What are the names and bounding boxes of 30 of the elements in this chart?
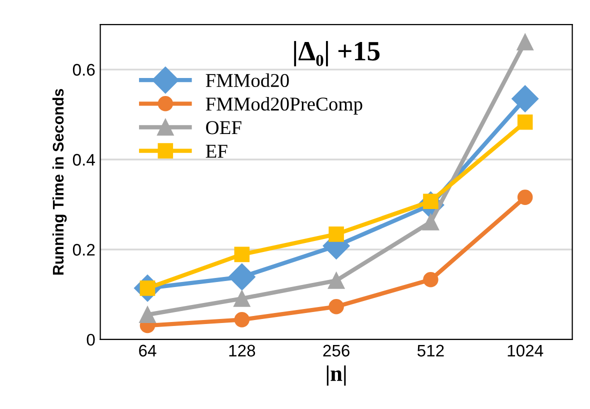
point xyxy=(139,306,156,324)
point xyxy=(228,263,256,290)
x-tick-label: 1024 xyxy=(508,344,544,357)
x-tick-label: 256 xyxy=(323,344,350,357)
point xyxy=(328,272,345,289)
text: |Δ₀| +15 xyxy=(294,41,380,66)
x-tick-label: 128 xyxy=(229,344,256,357)
y-tick-label: 0.2 xyxy=(72,244,95,256)
y-tick-label: 0.4 xyxy=(72,154,95,166)
point xyxy=(517,114,533,130)
x-tick-label: 64 xyxy=(139,344,156,357)
x-tick-label: 512 xyxy=(417,344,444,357)
point xyxy=(328,226,344,242)
legend-label: OEF xyxy=(206,121,242,134)
y-axis-title: Running Time in Seconds xyxy=(52,88,67,275)
point xyxy=(234,290,250,307)
point xyxy=(234,246,250,262)
x-axis-title: |n| xyxy=(326,365,346,386)
point xyxy=(423,272,438,288)
y-tick-label: 0 xyxy=(86,334,95,346)
legend-label: FMMod20PreComp xyxy=(206,96,362,115)
point xyxy=(512,85,539,112)
legend-label: EF xyxy=(206,144,228,158)
point xyxy=(234,312,250,328)
point xyxy=(422,214,440,230)
y-tick-label: 0.6 xyxy=(72,64,95,76)
point xyxy=(328,298,344,314)
point xyxy=(516,34,534,50)
legend-label: FMMod20 xyxy=(206,73,289,88)
point xyxy=(517,190,533,205)
